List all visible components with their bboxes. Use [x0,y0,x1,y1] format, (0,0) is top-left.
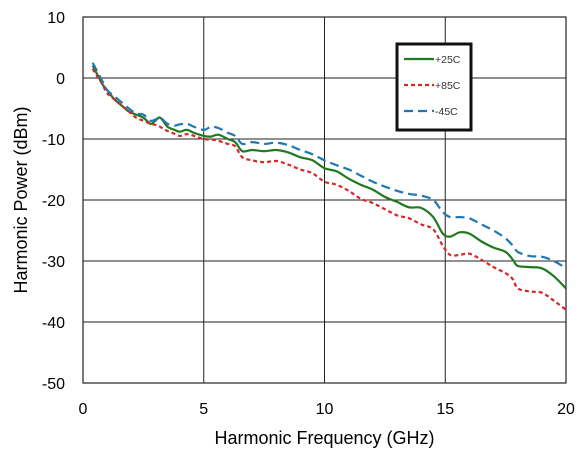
y-tick-label: -20 [42,193,65,210]
y-tick-label: -50 [42,376,65,393]
x-tick-label: 5 [199,401,208,418]
x-axis-title: Harmonic Frequency (GHz) [214,428,434,448]
x-tick-label: 10 [316,401,334,418]
y-tick-label: 0 [56,71,65,88]
x-tick-label: 20 [557,401,575,418]
legend-label-0: +25C [435,54,461,66]
x-tick-label: 15 [436,401,454,418]
y-tick-label: 10 [47,10,65,27]
legend-label-2: -45C [435,106,458,118]
x-tick-label: 0 [79,401,88,418]
series-layer [91,62,567,311]
y-tick-label: -40 [42,315,65,332]
y-tick-label: -10 [42,132,65,149]
y-axis-title: Harmonic Power (dBm) [11,106,31,293]
series-line-1 [91,68,567,311]
y-axis-tick-labels: 10 0 -10 -20 -30 -40 -50 [42,10,65,393]
legend-label-1: +85C [435,80,461,92]
series-line-0 [91,65,567,290]
legend: +25C +85C -45C [395,42,473,132]
x-axis-tick-labels: 0 5 10 15 20 [79,401,575,418]
plot-area-border [82,16,567,384]
y-tick-label: -30 [42,254,65,271]
series-line-2 [91,62,567,270]
